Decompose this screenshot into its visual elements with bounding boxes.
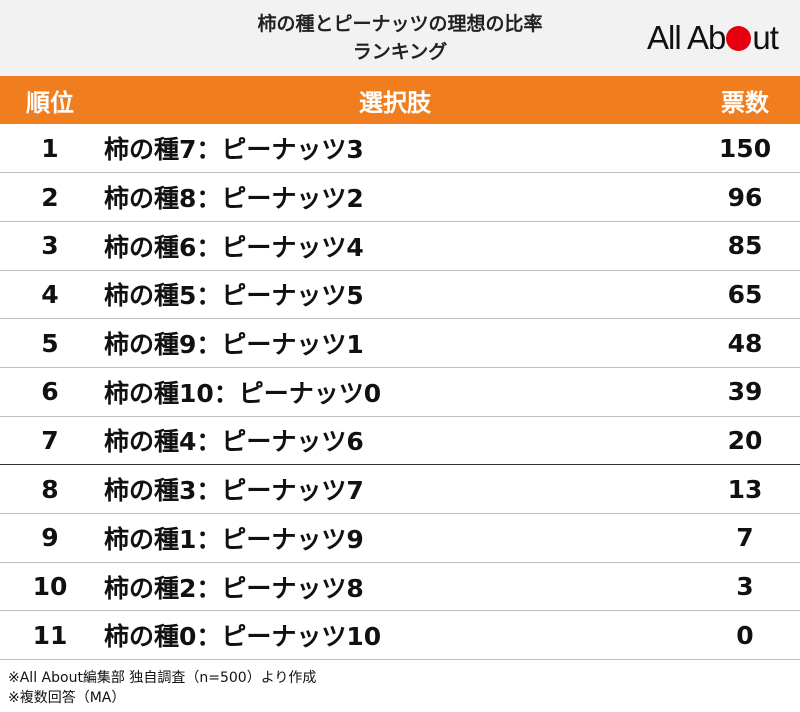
rank-cell: 11: [32, 620, 68, 650]
votes-cell: 20: [727, 425, 763, 455]
choice-cell: 柿の種7：ピーナッツ3: [104, 135, 364, 165]
table-row: 3 柿の種6：ピーナッツ4 85: [0, 221, 800, 271]
table-row: 4 柿の種5：ピーナッツ5 65: [0, 270, 800, 319]
chart-title: 柿の種とピーナッツの理想の比率 ランキング: [0, 10, 800, 66]
choice-cell: 柿の種6：ピーナッツ4: [104, 232, 364, 262]
table-row: 5 柿の種9：ピーナッツ1 48: [0, 319, 800, 368]
votes-cell: 96: [727, 182, 763, 212]
logo-text-2: ut: [752, 19, 779, 56]
rank-cell: 1: [41, 133, 59, 163]
choice-cell: 柿の種5：ピーナッツ5: [104, 281, 364, 311]
votes-cell: 13: [727, 474, 763, 504]
rank-cell: 8: [41, 474, 59, 504]
votes-cell: 39: [727, 377, 763, 407]
footnotes: ※All About編集部 独自調査（n=500）より作成 ※複数回答（MA）: [8, 668, 316, 708]
votes-cell: 3: [736, 572, 754, 602]
choice-cell: 柿の種1：ピーナッツ9: [104, 524, 364, 554]
table-row: 1 柿の種7：ピーナッツ3 150: [0, 124, 800, 173]
table-row: 9 柿の種1：ピーナッツ9 7: [0, 514, 800, 563]
votes-cell: 0: [736, 620, 754, 650]
logo-text-1: All Ab: [647, 19, 726, 56]
choice-cell: 柿の種4：ピーナッツ6: [104, 427, 364, 457]
column-header-rank: 順位: [26, 88, 74, 117]
votes-cell: 7: [736, 523, 754, 553]
table-row: 11 柿の種0：ピーナッツ10 0: [0, 611, 800, 660]
votes-cell: 48: [727, 328, 763, 358]
table-row: 2 柿の種8：ピーナッツ2 96: [0, 173, 800, 222]
votes-cell: 150: [718, 133, 772, 163]
footnote-ma: ※複数回答（MA）: [8, 690, 126, 706]
choice-cell: 柿の種9：ピーナッツ1: [104, 330, 364, 360]
votes-cell: 65: [727, 279, 763, 309]
choice-cell: 柿の種8：ピーナッツ2: [104, 184, 364, 214]
column-header-votes: 票数: [721, 88, 769, 117]
footnote-source: ※All About編集部 独自調査（n=500）より作成: [8, 670, 317, 686]
table-body: 1 柿の種7：ピーナッツ3 150 2 柿の種8：ピーナッツ2 96 3 柿の種6：ピーナッツ…: [0, 124, 800, 660]
rank-cell: 10: [32, 572, 68, 602]
table-row: 10 柿の種2：ピーナッツ8 3: [0, 562, 800, 611]
ranking-table: 順位 選択肢 票数 1 柿の種7：ピーナッツ3 150 2 柿の種8：ピーナッツ2 96 3…: [0, 76, 800, 660]
choice-cell: 柿の種2：ピーナッツ8: [104, 573, 364, 603]
rank-cell: 5: [41, 328, 59, 358]
choice-cell: 柿の種3：ピーナッツ7: [104, 476, 364, 506]
logo-dot-icon: [726, 26, 752, 51]
table-row: 7 柿の種4：ピーナッツ6 20: [0, 416, 800, 465]
rank-cell: 6: [41, 377, 59, 407]
table-header-row: 順位 選択肢 票数: [0, 76, 800, 124]
choice-cell: 柿の種0：ピーナッツ10: [104, 622, 382, 652]
table-row: 6 柿の種10：ピーナッツ0 39: [0, 367, 800, 417]
rank-cell: 7: [41, 425, 59, 455]
header-bar: 柿の種とピーナッツの理想の比率 ランキング All Ab ut: [0, 0, 800, 76]
votes-cell: 85: [727, 231, 763, 261]
rank-cell: 3: [41, 231, 59, 261]
allabout-logo: All Ab ut: [647, 18, 787, 58]
choice-cell: 柿の種10：ピーナッツ0: [104, 378, 382, 408]
column-header-choice: 選択肢: [359, 88, 431, 117]
title-line-1: 柿の種とピーナッツの理想の比率: [257, 13, 543, 35]
rank-cell: 2: [41, 182, 59, 212]
rank-cell: 9: [41, 523, 59, 553]
rank-cell: 4: [41, 279, 59, 309]
title-line-2: ランキング: [352, 41, 448, 63]
table-row: 8 柿の種3：ピーナッツ7 13: [0, 465, 800, 514]
